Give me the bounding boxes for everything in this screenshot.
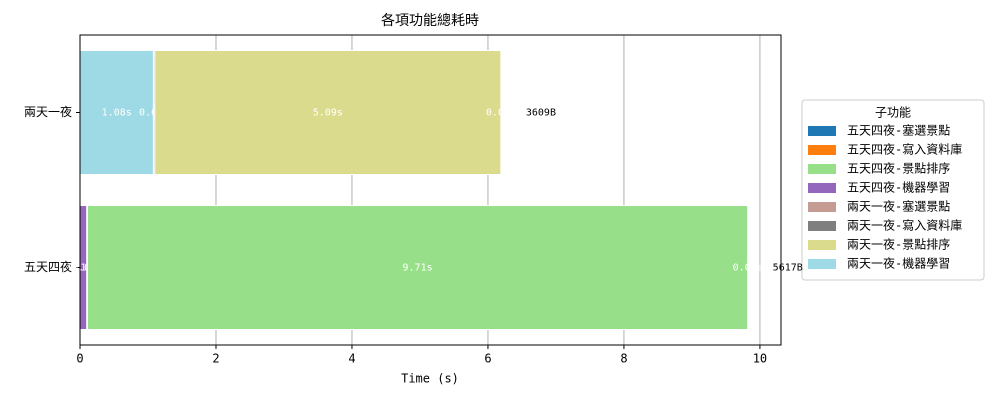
legend-swatch: [808, 145, 836, 155]
x-tick-label: 0: [76, 352, 83, 366]
value-label: 0.02s: [139, 108, 169, 119]
x-tick-label: 6: [484, 352, 491, 366]
legend-label: 兩天一夜-景點排序: [847, 237, 950, 252]
size-label: 3609B: [526, 108, 556, 119]
x-tick-label: 8: [620, 352, 627, 366]
legend-swatch: [808, 259, 836, 269]
legend-swatch: [808, 221, 836, 231]
legend-label: 兩天一夜-機器學習: [847, 256, 950, 271]
legend-label: 兩天一夜-寫入資料庫: [847, 218, 962, 233]
x-axis-label: Time (s): [401, 372, 459, 386]
value-label: 0.10s: [68, 263, 98, 274]
value-label: 0.00s: [486, 108, 516, 119]
legend-swatch: [808, 183, 836, 193]
chart-title: 各項功能總耗時: [381, 12, 479, 29]
size-label: 5617B: [773, 263, 803, 274]
y-tick-label: 五天四夜: [24, 259, 72, 274]
legend-label: 五天四夜-景點排序: [847, 161, 950, 176]
value-label: 5.09s: [313, 108, 343, 119]
bar-segment: [79, 50, 154, 175]
legend-swatch: [808, 164, 836, 174]
legend-swatch: [808, 240, 836, 250]
legend-box: [801, 99, 985, 281]
y-tick-label: 兩天一夜: [24, 104, 72, 119]
x-tick-label: 10: [753, 352, 767, 366]
value-label: 9.71s: [403, 263, 433, 274]
legend-swatch: [808, 126, 836, 136]
bar-segment: [154, 50, 502, 175]
legend-label: 五天四夜-機器學習: [847, 180, 950, 195]
legend-label: 五天四夜-寫入資料庫: [847, 142, 962, 157]
legend-label: 兩天一夜-塞選景點: [847, 199, 950, 214]
legend-title: 子功能: [875, 106, 911, 120]
value-label: 0.00s: [733, 263, 763, 274]
value-label: 1.08s: [102, 108, 132, 119]
legend-label: 五天四夜-塞選景點: [847, 123, 950, 138]
x-tick-label: 4: [348, 352, 355, 366]
bar-segment: [86, 205, 749, 330]
plot-frame: [79, 34, 782, 346]
x-tick-label: 2: [212, 352, 219, 366]
legend-swatch: [808, 202, 836, 212]
